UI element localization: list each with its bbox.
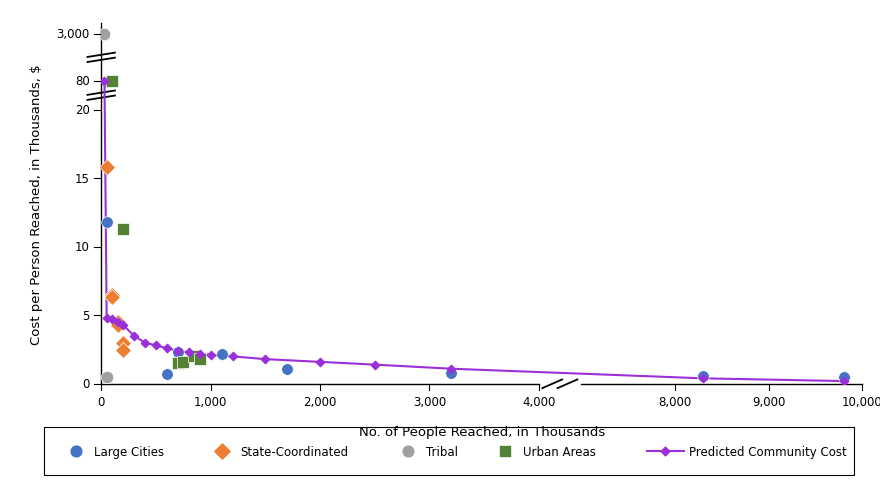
Point xyxy=(313,358,327,366)
Point xyxy=(99,314,114,322)
Point xyxy=(99,164,114,172)
Point xyxy=(837,377,851,385)
Text: 3,000: 3,000 xyxy=(413,395,446,408)
Point xyxy=(116,321,130,329)
Text: 10,000: 10,000 xyxy=(842,395,880,408)
Point xyxy=(444,369,458,377)
Point xyxy=(149,342,163,349)
Point xyxy=(105,291,119,299)
Point xyxy=(215,447,229,455)
Text: Large Cities: Large Cities xyxy=(94,444,165,458)
Point xyxy=(181,348,195,356)
Point xyxy=(225,353,239,360)
Text: 20: 20 xyxy=(75,104,90,117)
Point xyxy=(837,373,851,381)
Point xyxy=(138,339,152,347)
Point xyxy=(160,345,174,352)
Point xyxy=(193,350,207,358)
Text: 0: 0 xyxy=(98,395,105,408)
Point xyxy=(368,361,382,369)
Point xyxy=(203,351,217,359)
Point xyxy=(111,319,125,326)
Text: 3,000: 3,000 xyxy=(56,28,90,41)
Point xyxy=(171,348,185,356)
Point xyxy=(658,447,672,455)
Point xyxy=(696,375,710,383)
Text: 9,000: 9,000 xyxy=(752,395,785,408)
Point xyxy=(193,356,207,363)
Text: No. of People Reached, in Thousands: No. of People Reached, in Thousands xyxy=(359,425,605,438)
Point xyxy=(116,339,130,347)
Text: Urban Areas: Urban Areas xyxy=(524,444,596,458)
Text: 10: 10 xyxy=(75,240,90,254)
Text: 4,000: 4,000 xyxy=(522,395,555,408)
Point xyxy=(696,372,710,380)
Text: Predicted Community Cost: Predicted Community Cost xyxy=(689,444,847,458)
Point xyxy=(160,371,174,378)
Text: 0: 0 xyxy=(83,377,90,391)
Text: Cost per Person Reached, in Thousands, $: Cost per Person Reached, in Thousands, $ xyxy=(30,64,43,344)
Point xyxy=(171,360,185,367)
Text: 5: 5 xyxy=(83,309,90,322)
Point xyxy=(187,353,202,360)
Point xyxy=(111,319,125,326)
Point xyxy=(176,358,190,366)
Point xyxy=(70,447,84,455)
Point xyxy=(99,373,114,381)
Point xyxy=(280,365,294,373)
Point xyxy=(105,316,119,324)
Point xyxy=(98,78,112,85)
Text: Tribal: Tribal xyxy=(426,444,458,458)
Point xyxy=(105,294,119,301)
Point xyxy=(116,226,130,233)
Point xyxy=(116,346,130,354)
Point xyxy=(171,348,185,355)
Point xyxy=(259,356,273,363)
Text: 80: 80 xyxy=(75,75,90,88)
Point xyxy=(215,350,229,358)
Point xyxy=(111,321,125,329)
Text: State-Coordinated: State-Coordinated xyxy=(240,444,348,458)
Point xyxy=(98,31,112,39)
Point xyxy=(401,447,415,455)
Text: 2,000: 2,000 xyxy=(304,395,337,408)
Point xyxy=(99,219,114,227)
Text: 15: 15 xyxy=(75,172,90,185)
Point xyxy=(498,447,512,455)
Text: 1,000: 1,000 xyxy=(194,395,227,408)
Point xyxy=(105,78,119,85)
Point xyxy=(127,332,141,340)
Point xyxy=(444,365,458,373)
Text: 8,000: 8,000 xyxy=(658,395,692,408)
